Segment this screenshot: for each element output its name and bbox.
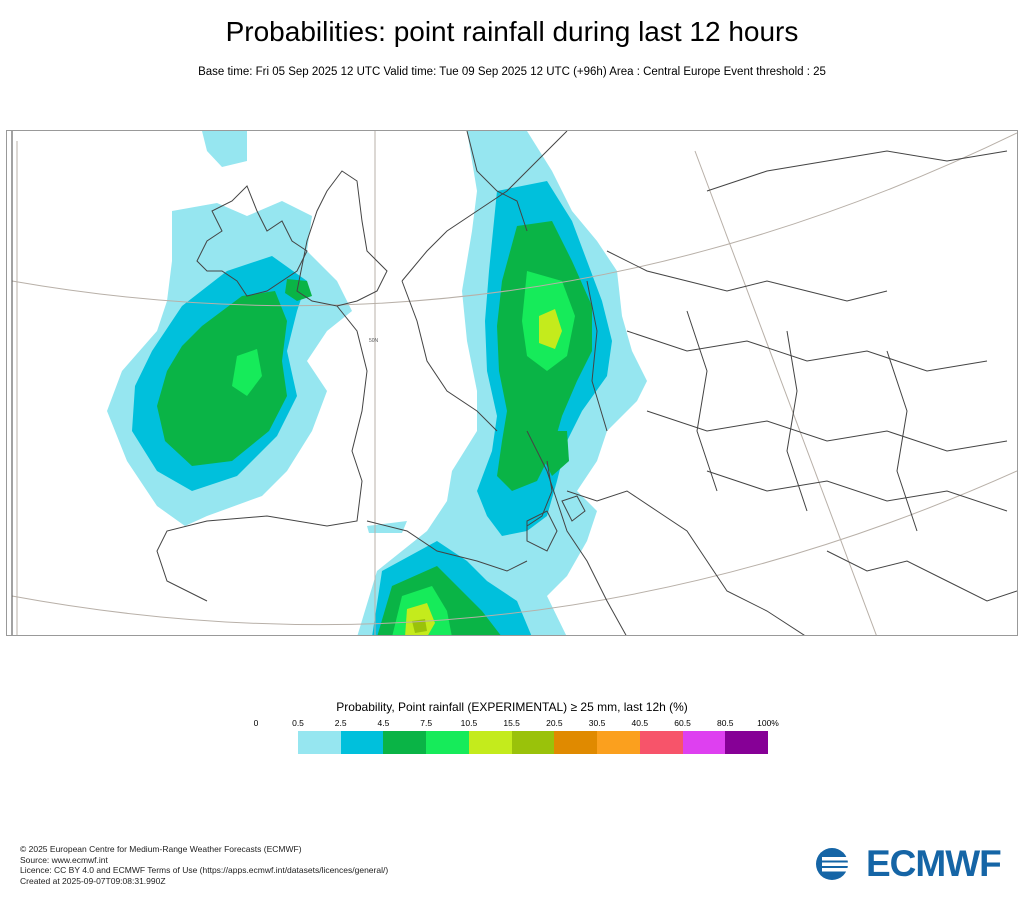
footer: © 2025 European Centre for Medium-Range …: [20, 844, 388, 886]
map-svg: 50N: [11, 131, 1017, 635]
legend-label: 100%: [757, 718, 779, 728]
map-panel: 50N: [6, 130, 1018, 636]
footer-created: Created at 2025-09-07T09:08:31.990Z: [20, 875, 166, 886]
legend-swatch: [639, 731, 683, 754]
footer-copyright: © 2025 European Centre for Medium-Range …: [20, 844, 302, 854]
legend-title: Probability, Point rainfall (EXPERIMENTA…: [336, 700, 688, 714]
chart-subtitle: Base time: Fri 05 Sep 2025 12 UTC Valid …: [198, 66, 826, 78]
rain-probability-central: [357, 131, 647, 635]
rain-probability-west: [107, 131, 407, 533]
legend-swatch: [725, 731, 769, 754]
legend-label: 7.5: [420, 718, 433, 728]
legend-label: 0.5: [292, 718, 304, 728]
graticule: [11, 131, 1017, 635]
legend-swatch: [383, 731, 427, 754]
chart-title: Probabilities: point rainfall during las…: [225, 16, 799, 47]
ecmwf-logo: ECMWF: [814, 843, 1006, 884]
legend-swatch: [340, 731, 384, 754]
legend-label: 20.5: [546, 718, 563, 728]
legend-swatch: [426, 731, 469, 754]
legend-label: 15.5: [503, 718, 520, 728]
legend-swatch: [511, 731, 555, 754]
legend-labels: 0 0.5 2.5 4.5 7.5 10.5 15.5 20.5 30.5 40.5 60.5 80.…: [0, 718, 1024, 730]
legend-swatch: [554, 731, 598, 754]
legend-label: 10.5: [460, 718, 478, 728]
legend-label: 2.5: [334, 718, 347, 728]
footer-licence: Licence: CC BY 4.0 and ECMWF Terms of Us…: [20, 865, 389, 875]
legend-swatch: [597, 731, 640, 754]
footer-source: Source: www.ecmwf.int: [20, 854, 108, 865]
legend-swatch: [298, 731, 341, 754]
legend-label: 4.5: [377, 718, 390, 728]
legend-label: 30.5: [588, 718, 606, 728]
coastlines: [11, 131, 1017, 635]
legend-swatch: [682, 731, 726, 754]
legend-label: 80.5: [716, 718, 734, 728]
ecmwf-logo-text: ECMWF: [866, 843, 1002, 884]
legend-label: 60.5: [674, 718, 691, 728]
legend-label: 0: [253, 718, 259, 728]
legend-colorbar: [298, 731, 769, 754]
legend-swatch: [468, 731, 512, 754]
latitude-label: 50N: [369, 338, 379, 344]
legend-label: 40.5: [631, 718, 649, 728]
ecmwf-logo-mark-icon: [816, 848, 860, 880]
